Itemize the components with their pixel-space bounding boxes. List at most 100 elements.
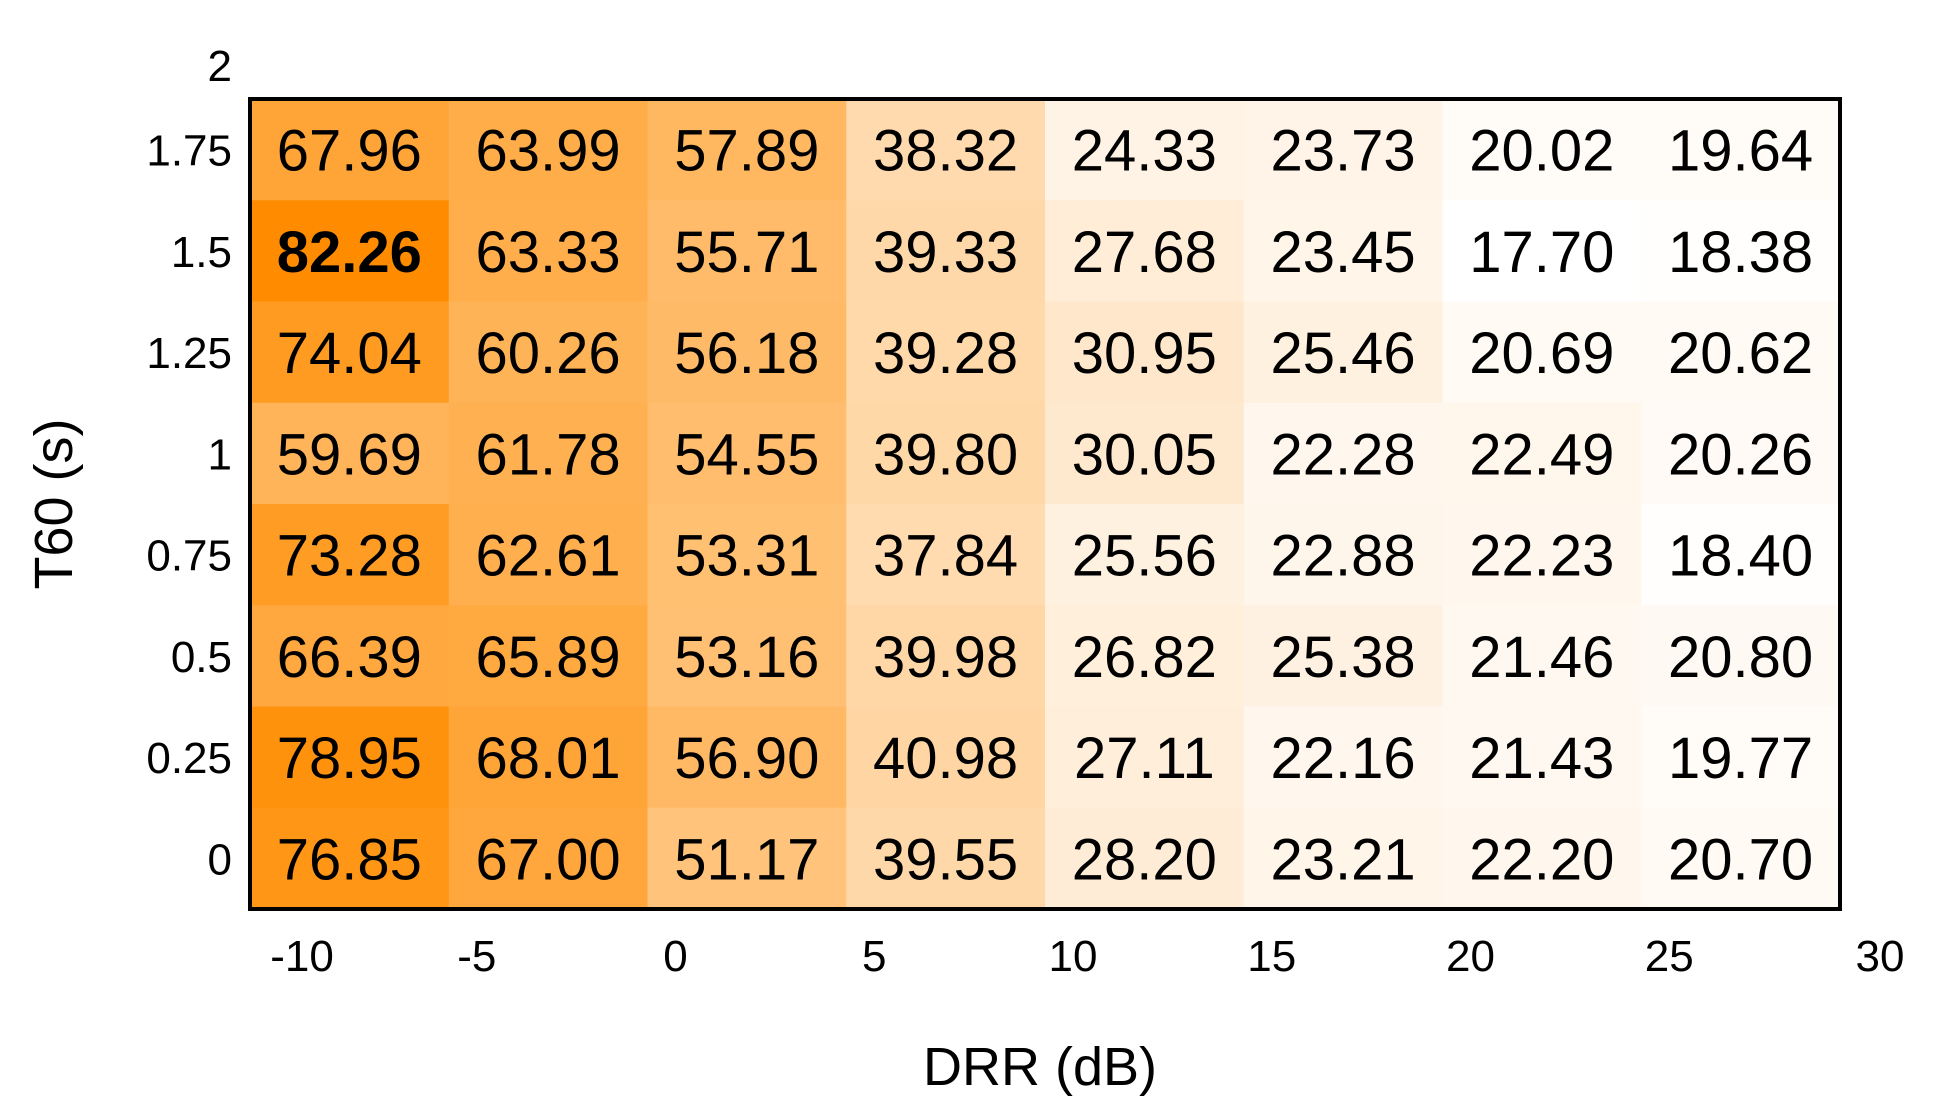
cell-value-label: 21.43	[1469, 726, 1614, 791]
cell-value-label: 39.98	[873, 625, 1018, 690]
heatmap-cell	[250, 200, 450, 302]
heatmap-cell	[1045, 504, 1245, 606]
heatmap-cell	[1641, 807, 1841, 910]
cell-value-label: 25.56	[1072, 524, 1217, 589]
cell-value-label: 24.33	[1072, 119, 1217, 184]
heatmap-cell	[250, 605, 450, 707]
cell-value-label: 22.23	[1469, 524, 1614, 589]
cell-value-label: 18.38	[1668, 220, 1813, 285]
y-tick-label: 1.5	[171, 228, 232, 277]
cell-value-label: 20.02	[1469, 119, 1614, 184]
cell-value-label: 55.71	[674, 220, 819, 285]
cell-value-label: 20.62	[1668, 321, 1813, 386]
y-axis-label: T60 (s)	[24, 418, 84, 589]
heatmap-cell	[1442, 99, 1642, 201]
y-tick-label: 0.5	[171, 633, 232, 682]
y-tick-label: 1.75	[146, 127, 232, 176]
heatmap-cell	[1243, 99, 1443, 201]
heatmap-cell	[1641, 605, 1841, 707]
cell-value-label: 53.31	[674, 524, 819, 589]
heatmap-cell	[846, 99, 1046, 201]
heatmap-cell	[1243, 605, 1443, 707]
heatmap-cell	[250, 402, 450, 505]
cell-value-label: 68.01	[476, 726, 621, 791]
cell-value-label: 22.88	[1271, 524, 1416, 589]
x-tick-label: 5	[862, 932, 886, 981]
heatmap-cell	[1442, 706, 1642, 809]
heatmap-cell	[846, 402, 1046, 505]
heatmap-cell	[647, 706, 847, 809]
cell-value-label: 51.17	[674, 827, 819, 892]
cell-value-label: 20.70	[1668, 827, 1813, 892]
cell-value-label: 74.04	[277, 321, 422, 386]
cell-value-label: 78.95	[277, 726, 422, 791]
heatmap-cell	[1641, 301, 1841, 404]
cell-value-label: 21.46	[1469, 625, 1614, 690]
cell-value-label: 30.05	[1072, 422, 1217, 487]
heatmap-cell	[250, 504, 450, 606]
cell-value-label: 23.73	[1271, 119, 1416, 184]
y-tick-label: 0.75	[146, 532, 232, 581]
cell-value-label: 63.33	[476, 220, 621, 285]
cell-value-label: 20.26	[1668, 422, 1813, 487]
cell-value-label: 53.16	[674, 625, 819, 690]
x-tick-label: 25	[1645, 932, 1694, 981]
cell-value-label: 27.11	[1074, 726, 1215, 791]
cell-value-label: 38.32	[873, 119, 1018, 184]
heatmap-cell	[647, 402, 847, 505]
heatmap-cell	[250, 301, 450, 404]
x-tick-label: 0	[663, 932, 687, 981]
heatmap-cell	[1442, 504, 1642, 606]
heatmap-cell	[1641, 402, 1841, 505]
heatmap-cell	[1045, 706, 1245, 809]
heatmap-cell	[448, 706, 648, 809]
heatmap-cell	[250, 706, 450, 809]
cell-value-label: 25.38	[1271, 625, 1416, 690]
cell-value-label: 76.85	[277, 827, 422, 892]
heatmap-cell	[250, 807, 450, 910]
heatmap-cell	[448, 807, 648, 910]
x-axis-label: DRR (dB)	[923, 1037, 1157, 1097]
heatmap-cell	[647, 301, 847, 404]
heatmap-cell	[1243, 301, 1443, 404]
x-tick-label: 10	[1049, 932, 1098, 981]
heatmap-cell	[1641, 99, 1841, 201]
heatmap-cell	[448, 605, 648, 707]
y-tick-label: 0	[208, 835, 232, 884]
x-tick-label: -5	[457, 932, 496, 981]
cell-value-label: 23.21	[1271, 827, 1416, 892]
heatmap-cell	[647, 605, 847, 707]
cell-value-label: 63.99	[476, 119, 621, 184]
y-axis-ticks: 0 0.25 0.5 0.75 1 1.25 1.5 1.75 2	[146, 42, 232, 884]
heatmap-cell	[647, 200, 847, 302]
x-tick-label: 30	[1856, 932, 1905, 981]
cell-value-label: 26.82	[1072, 625, 1217, 690]
cell-value-label: 27.68	[1072, 220, 1217, 285]
cell-value-label: 60.26	[476, 321, 621, 386]
cell-value-label: 65.89	[476, 625, 621, 690]
cell-value-label: 23.45	[1271, 220, 1416, 285]
cell-value-label: 39.28	[873, 321, 1018, 386]
cell-value-label: 62.61	[476, 524, 621, 589]
cell-value-label: 19.64	[1668, 119, 1813, 184]
heatmap-cell	[1243, 200, 1443, 302]
cell-value-label: 73.28	[277, 524, 422, 589]
cell-value-label: 28.20	[1072, 827, 1217, 892]
cell-value-label: 22.20	[1469, 827, 1614, 892]
plot-frame	[248, 97, 1842, 911]
x-tick-label: 15	[1247, 932, 1296, 981]
heatmap-cell	[846, 200, 1046, 302]
heatmap-cell	[448, 99, 648, 201]
y-tick-label: 1	[208, 430, 232, 479]
heatmap-cell	[1243, 807, 1443, 910]
cell-value-label: 37.84	[873, 524, 1018, 589]
heatmap-cell	[1045, 200, 1245, 302]
heatmap-cell	[1442, 200, 1642, 302]
heatmap-cell	[846, 807, 1046, 910]
heatmap-cell	[1641, 200, 1841, 302]
heatmap-cell	[846, 706, 1046, 809]
cell-value-label: 19.77	[1668, 726, 1813, 791]
y-tick-label: 0.25	[146, 734, 232, 783]
cell-value-label: 56.90	[674, 726, 819, 791]
heatmap-cells	[250, 99, 1841, 910]
